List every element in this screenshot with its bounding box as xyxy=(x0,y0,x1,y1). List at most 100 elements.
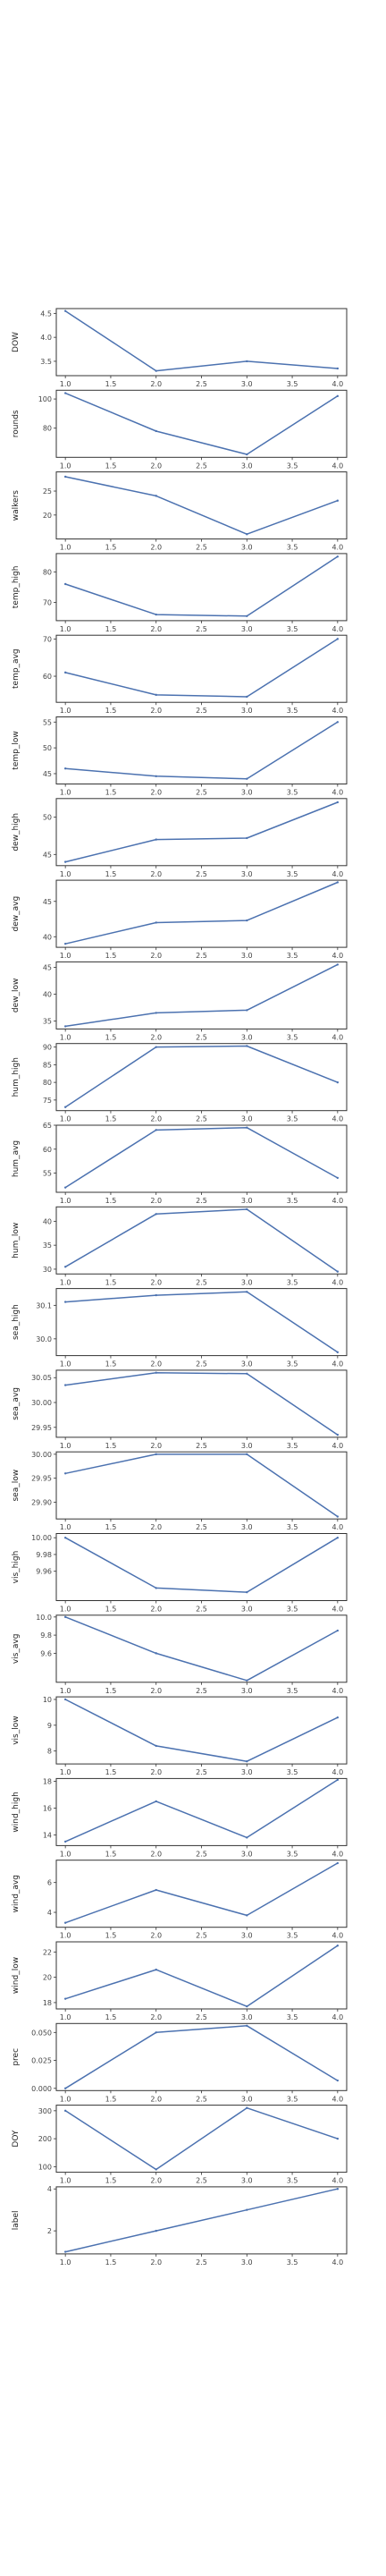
panel-vis-high: 9.96 9.98 10.00 1.0 1.5 2.0 2.5 3.0 3.5 4.0 vis_hi… xyxy=(12,1533,348,1614)
x-tick-label: 1.5 xyxy=(105,2258,117,2267)
data-point xyxy=(63,309,67,312)
series-line xyxy=(65,638,339,698)
x-tick-label: 2.5 xyxy=(196,789,207,797)
x-tick-label: 2.0 xyxy=(150,1687,162,1695)
y-tick-label: 8 xyxy=(47,1748,52,1756)
data-point xyxy=(336,1536,340,1539)
x-tick-label: 2.5 xyxy=(196,870,207,878)
data-point xyxy=(336,1861,340,1865)
data-point xyxy=(155,1888,157,1892)
x-tick-label: 1.5 xyxy=(105,789,117,797)
y-tick-label: 20 xyxy=(43,512,52,520)
series-line xyxy=(64,1537,339,1593)
data-point xyxy=(63,1384,67,1386)
series-line xyxy=(64,1779,339,1843)
axes-frame xyxy=(55,471,348,540)
x-tick-label: 2.0 xyxy=(150,2177,162,2185)
x-tick-label: 1.0 xyxy=(60,1442,71,1450)
x-tick-label: 2.0 xyxy=(150,2095,162,2103)
data-point xyxy=(63,392,67,394)
data-point xyxy=(155,775,157,778)
panel-sea-high: 30.0 30.1 1.0 1.5 2.0 2.5 3.0 3.5 4.0 sea_high xyxy=(12,1288,348,1368)
data-point xyxy=(155,693,157,697)
x-tick-label: 1.5 xyxy=(105,380,117,388)
x-tick-label: 1.5 xyxy=(105,2177,117,2185)
x-tick-label: 3.5 xyxy=(287,625,298,633)
x-tick-label: 1.5 xyxy=(105,1850,117,1858)
x-tick-label: 3.5 xyxy=(287,462,298,470)
panel-wind-high: 14 16 18 1.0 1.5 2.0 2.5 3.0 3.5 4.0 wind_high xyxy=(12,1777,348,1858)
data-point xyxy=(246,533,248,536)
panel-rounds: 80 100 1.0 1.5 2.0 2.5 3.0 3.5 4.0 rounds xyxy=(12,389,348,470)
data-point xyxy=(63,1186,67,1189)
data-point xyxy=(246,919,248,922)
data-point xyxy=(155,838,157,841)
data-point xyxy=(63,860,67,863)
x-tick-label: 1.0 xyxy=(60,707,71,715)
x-tick-label: 2.5 xyxy=(196,1768,207,1776)
y-tick-label: 4.0 xyxy=(40,334,52,342)
data-point xyxy=(246,1372,248,1375)
y-axis-label: hum_avg xyxy=(12,1140,21,1177)
data-point xyxy=(336,555,340,558)
y-tick-label: 65 xyxy=(43,1122,52,1130)
x-tick-label: 3.0 xyxy=(241,1442,253,1450)
y-tick-label: 9 xyxy=(47,1722,52,1730)
y-tick-label: 2 xyxy=(47,2227,52,2235)
data-point xyxy=(336,1176,340,1180)
x-tick-label: 4.0 xyxy=(331,1850,343,1858)
x-tick-label: 1.0 xyxy=(60,1197,71,1205)
x-tick-label: 2.5 xyxy=(196,1197,207,1205)
x-tick-label: 4.0 xyxy=(331,1033,343,1041)
series-line xyxy=(65,963,339,1028)
axes-frame xyxy=(55,1860,348,1928)
y-tick-label: 3.5 xyxy=(40,358,52,366)
x-tick-label: 2.0 xyxy=(150,1932,162,1940)
panel-dew-low: 35 40 45 1.0 1.5 2.0 2.5 3.0 3.5 4.0 dew_low xyxy=(12,961,348,1041)
x-tick-label: 3.0 xyxy=(241,544,253,552)
y-tick-label: 0.050 xyxy=(31,2029,52,2037)
axes-frame xyxy=(55,389,348,458)
x-tick-label: 2.5 xyxy=(196,707,207,715)
data-point xyxy=(63,2250,67,2253)
y-tick-label: 90 xyxy=(43,1044,52,1052)
x-tick-label: 2.5 xyxy=(196,2013,207,2021)
x-tick-label: 1.0 xyxy=(60,952,71,960)
x-tick-label: 2.0 xyxy=(150,707,162,715)
x-tick-label: 4.0 xyxy=(331,462,343,470)
x-tick-label: 1.5 xyxy=(105,2013,117,2021)
x-tick-label: 3.5 xyxy=(287,1360,298,1368)
y-tick-label: 80 xyxy=(43,425,52,433)
data-point xyxy=(155,429,157,433)
x-tick-label: 2.5 xyxy=(196,1523,207,1531)
data-point xyxy=(63,942,67,945)
data-point xyxy=(63,2087,67,2089)
y-tick-label: 10.0 xyxy=(36,1614,52,1622)
data-point xyxy=(155,1453,157,1456)
data-point xyxy=(63,1997,67,2000)
panel-wind-avg: 4 6 1.0 1.5 2.0 2.5 3.0 3.5 4.0 wind_avg xyxy=(12,1860,348,1940)
data-point xyxy=(155,1293,157,1297)
data-point xyxy=(336,1433,340,1436)
x-tick-label: 3.0 xyxy=(241,952,253,960)
x-tick-label: 3.0 xyxy=(241,1360,253,1368)
data-point xyxy=(155,1587,157,1589)
x-tick-label: 1.5 xyxy=(105,1278,117,1286)
series-line xyxy=(64,1126,339,1189)
x-tick-label: 2.5 xyxy=(196,1033,207,1041)
x-tick-label: 1.0 xyxy=(60,1850,71,1858)
x-tick-label: 2.5 xyxy=(196,1442,207,1450)
data-point xyxy=(155,1968,157,1971)
x-tick-label: 1.0 xyxy=(60,789,71,797)
data-point xyxy=(155,1129,157,1131)
data-point xyxy=(336,499,340,502)
y-tick-label: 18 xyxy=(43,1777,52,1785)
panel-dew-avg: 40 45 1.0 1.5 2.0 2.5 3.0 3.5 4.0 dew_avg xyxy=(12,879,348,960)
x-tick-label: 3.5 xyxy=(287,789,298,797)
data-point xyxy=(246,1208,248,1211)
data-point xyxy=(155,1371,157,1374)
y-tick-label: 100 xyxy=(38,2163,52,2171)
x-tick-label: 1.5 xyxy=(105,1932,117,1940)
x-tick-label: 1.5 xyxy=(105,952,117,960)
